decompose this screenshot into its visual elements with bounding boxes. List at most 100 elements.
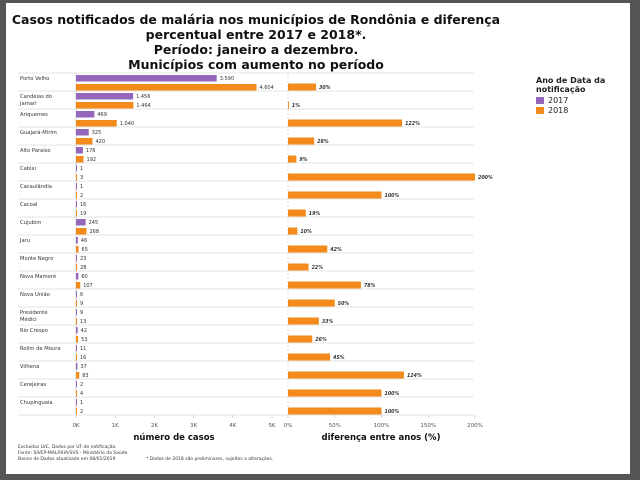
bar-2018 <box>76 246 79 253</box>
bar-pct-diff <box>288 245 328 253</box>
pct-label: 10% <box>300 229 312 235</box>
bar-pct-diff <box>288 353 331 361</box>
pct-tick-label: 150% <box>420 423 436 429</box>
pct-label: 42% <box>330 247 342 253</box>
bar-2017 <box>76 219 86 226</box>
value-label-2018: 4 <box>80 391 83 397</box>
category-label: Cujubim <box>20 220 41 226</box>
bar-2017 <box>76 237 78 244</box>
legend-swatch-2018 <box>536 107 544 114</box>
legend-item-2017[interactable]: 2017 <box>536 96 630 105</box>
bar-pct-diff <box>288 317 319 325</box>
category-label: Guajará-Mirim <box>20 129 57 136</box>
bar-2017 <box>76 165 77 172</box>
bar-2018 <box>76 210 77 217</box>
value-label-2017: 46 <box>81 238 87 244</box>
bar-2018 <box>76 372 80 379</box>
value-label-2017: 176 <box>86 148 96 154</box>
category-label: Cabixi <box>20 166 36 172</box>
legend-swatch-2017 <box>536 97 544 104</box>
pct-axis-title: diferença entre anos (%) <box>322 433 441 443</box>
category-label: Monte Negro <box>20 256 53 262</box>
bar-pct-diff <box>288 119 403 127</box>
bar-2018 <box>76 354 77 361</box>
value-label-2018: 16 <box>80 355 86 361</box>
footer-note: * Dados de 2018 são preliminares, sujeit… <box>146 457 274 462</box>
value-label-2018: 107 <box>83 283 93 289</box>
bar-2017 <box>76 345 77 352</box>
value-label-2017: 60 <box>81 274 87 280</box>
legend-item-2018[interactable]: 2018 <box>536 106 630 115</box>
bar-2017 <box>76 255 77 262</box>
value-label-2018: 65 <box>82 247 88 253</box>
bar-pct-diff <box>288 191 382 199</box>
pct-label: 100% <box>385 391 400 397</box>
value-label-2018: 192 <box>87 157 97 163</box>
value-label-2018: 19 <box>80 211 86 217</box>
category-label: Rolim de Moura <box>20 346 61 352</box>
bar-pct-diff <box>288 83 317 91</box>
pct-tick-label: 100% <box>374 423 390 429</box>
value-label-2018: 28 <box>80 265 86 271</box>
pct-tick-label: 0% <box>284 423 293 429</box>
title-line-1: Casos notificados de malária nos municíp… <box>11 12 501 27</box>
bar-2018 <box>76 300 77 307</box>
bar-2018 <box>76 138 93 145</box>
value-label-2017: 1 <box>80 400 83 406</box>
bar-2017 <box>76 291 77 298</box>
footer-line-3: Banco de Dados atualizado em 08/01/2019 <box>18 457 116 462</box>
category-label: Jamari <box>19 101 37 107</box>
bar-pct-diff <box>288 209 306 217</box>
pct-label: 100% <box>385 193 400 199</box>
bar-pct-diff <box>288 281 361 289</box>
cases-tick-label: 3K <box>190 423 197 429</box>
pct-label: 22% <box>312 265 324 271</box>
bar-pct-diff <box>288 335 313 343</box>
bar-2017 <box>76 111 95 118</box>
bar-pct-diff <box>288 263 309 271</box>
legend-title: Ano de Data da notificação <box>536 76 606 94</box>
bar-2018 <box>76 228 87 235</box>
category-label: Jaru <box>19 238 30 244</box>
category-label: Nova União <box>20 292 50 298</box>
bar-2018 <box>76 264 78 271</box>
value-label-2017: 11 <box>80 346 86 352</box>
bar-pct-diff <box>288 227 298 235</box>
pct-label: 30% <box>319 85 331 91</box>
bar-2018 <box>76 318 77 325</box>
bar-2018 <box>76 192 77 199</box>
legend: Ano de Data da notificação 2017 2018 <box>536 76 630 116</box>
title-line-2: percentual entre 2017 e 2018*. <box>145 27 367 42</box>
footer-line-1: Excluídas LVC. Dados por UF de notificaç… <box>18 445 117 450</box>
bar-2017 <box>76 93 134 100</box>
bar-2018 <box>76 102 134 109</box>
bar-pct-diff <box>288 173 475 181</box>
value-label-2018: 2 <box>80 193 83 199</box>
bar-2017 <box>76 75 217 82</box>
bar-2017 <box>76 363 78 370</box>
bar-2017 <box>76 327 78 334</box>
cases-tick-label: 4K <box>229 423 236 429</box>
cases-tick-label: 5K <box>268 423 275 429</box>
value-label-2017: 1 <box>80 166 83 172</box>
bar-pct-diff <box>288 389 382 397</box>
bar-2018 <box>76 120 117 127</box>
bar-2017 <box>76 381 77 388</box>
bar-2018 <box>76 336 79 343</box>
pct-tick-label: 50% <box>329 423 341 429</box>
category-label: Presidente <box>20 310 47 316</box>
title-line-4: Municípios com aumento no período <box>128 57 384 72</box>
bar-pct-diff <box>288 407 382 415</box>
value-label-2018: 4.604 <box>259 85 273 91</box>
value-label-2017: 3.590 <box>220 76 234 82</box>
pct-label: 78% <box>364 283 376 289</box>
cases-tick-label: 0K <box>72 423 79 429</box>
pct-label: 100% <box>385 409 400 415</box>
category-label: Cacaulândia <box>20 183 52 190</box>
pct-label: 9% <box>299 157 307 163</box>
category-label: Cerejeiras <box>20 382 46 388</box>
bar-2017 <box>76 129 89 136</box>
category-label: Chupinguaia <box>20 400 53 406</box>
value-label-2017: 37 <box>80 364 86 370</box>
bar-2017 <box>76 147 83 154</box>
